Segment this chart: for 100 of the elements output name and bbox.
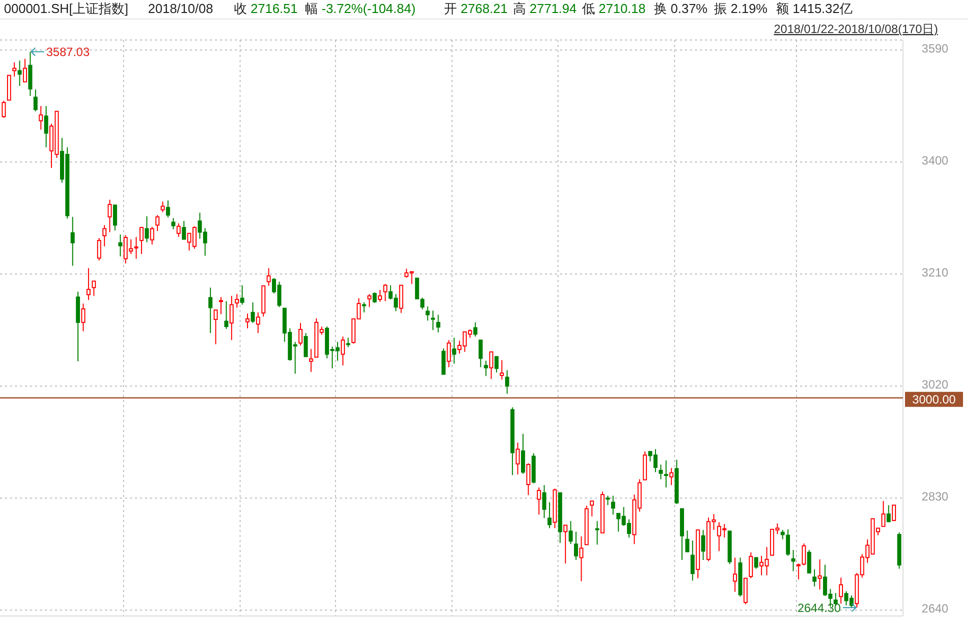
- text: 换 0.37%: [654, 1, 708, 16]
- candlestick: [791, 549, 796, 572]
- text: 幅 -3.72%(-104.84): [305, 1, 416, 16]
- candlestick: [436, 314, 440, 333]
- y-tick-label: 3210: [922, 265, 949, 280]
- annotation: 3587.03: [46, 44, 90, 59]
- candlestick: [34, 89, 38, 112]
- candlestick: [442, 348, 446, 375]
- text: 高 2771.94: [513, 1, 577, 16]
- text: 振 2.19%: [714, 1, 768, 16]
- candlestick: [139, 226, 144, 255]
- candlestick: [520, 433, 526, 474]
- candlestick: [304, 332, 308, 358]
- candlestick: [218, 296, 224, 315]
- candlestick: [383, 284, 388, 302]
- candlestick: [309, 348, 314, 372]
- candlestick: [690, 540, 695, 582]
- candlestick: [563, 524, 568, 564]
- candlestick: [346, 337, 350, 348]
- candlestick: [362, 302, 366, 313]
- candlestick: [399, 284, 404, 314]
- candlestick: [701, 529, 706, 560]
- candlestick: [611, 495, 616, 516]
- candlestick: [478, 340, 483, 368]
- candlestick: [113, 204, 118, 231]
- candlestick: [230, 295, 234, 341]
- y-tick-label: 3590: [922, 41, 949, 56]
- candlestick: [473, 322, 478, 338]
- candlestick: [240, 284, 244, 306]
- candlestick: [732, 557, 738, 592]
- candlestick: [881, 500, 886, 527]
- candlestick: [298, 322, 303, 346]
- candlestick: [595, 520, 600, 546]
- y-tick-label: 3020: [922, 377, 949, 392]
- candlestick: [102, 224, 106, 247]
- candlestick: [144, 216, 149, 243]
- candlestick: [70, 216, 75, 266]
- candlestick: [505, 370, 510, 394]
- candlestick: [12, 62, 16, 78]
- candlestick: [526, 462, 530, 496]
- candlestick: [664, 460, 668, 488]
- candlestick: [658, 464, 663, 480]
- candlestick: [542, 484, 546, 519]
- candlestick: [430, 310, 435, 331]
- candlestick: [81, 303, 86, 332]
- candlestick: [579, 536, 584, 582]
- candlestick: [574, 531, 578, 560]
- chart-subtitle: 2018/10/08: [148, 1, 214, 16]
- candlestick: [484, 360, 488, 377]
- candlestick: [245, 313, 250, 329]
- candlestick: [426, 306, 430, 322]
- candlestick: [224, 300, 228, 330]
- candlestick: [754, 557, 758, 570]
- candlestick: [367, 294, 372, 308]
- text: 开 2768.21: [444, 1, 508, 16]
- candlestick: [22, 58, 27, 82]
- candlestick: [500, 360, 504, 380]
- y-tick-label: 2830: [922, 489, 949, 504]
- candlestick: [378, 289, 382, 302]
- candlestick: [818, 558, 822, 590]
- chart-title: 000001.SH[上证指数]: [4, 1, 128, 16]
- annotation: 2644.30: [797, 600, 842, 615]
- candlestick: [182, 220, 186, 240]
- candlestick: [494, 356, 499, 374]
- candlestick: [606, 495, 610, 506]
- candlestick: [38, 106, 43, 130]
- y-tick-label: 2640: [922, 602, 949, 616]
- candlestick: [160, 201, 165, 213]
- candlestick: [256, 312, 260, 334]
- candlestick: [812, 568, 816, 588]
- candlestick: [568, 520, 573, 545]
- candlestick: [86, 268, 91, 300]
- y-tick-label: 3400: [922, 153, 949, 168]
- candlestick: [150, 226, 154, 246]
- text: 2018/01/22-2018/10/08(170日): [774, 22, 938, 36]
- candlestick: [118, 234, 122, 257]
- candlestick: [44, 106, 48, 148]
- candlestick: [536, 486, 541, 516]
- candlestick: [489, 351, 494, 380]
- candlestick: [266, 268, 271, 286]
- candlestick: [234, 294, 239, 308]
- candlestick: [669, 468, 674, 486]
- candlestick: [838, 577, 843, 604]
- candlestick: [886, 504, 891, 523]
- text: 低 2710.18: [582, 1, 646, 16]
- candlestick: [516, 442, 520, 476]
- candlestick: [372, 292, 377, 304]
- candlestick: [171, 218, 176, 230]
- candlestick: [807, 549, 812, 574]
- candlestick: [97, 238, 102, 261]
- ref-line-label: 3000.00: [912, 392, 956, 407]
- candlestick: [214, 310, 218, 345]
- candlestick: [685, 530, 690, 552]
- candlestick: [28, 51, 32, 97]
- candlestick: [340, 336, 345, 366]
- candlestick: [208, 287, 212, 334]
- candlestick: [748, 552, 753, 579]
- candlestick: [18, 60, 22, 86]
- candlestick: [250, 302, 255, 324]
- text: 收 2716.51: [234, 1, 298, 16]
